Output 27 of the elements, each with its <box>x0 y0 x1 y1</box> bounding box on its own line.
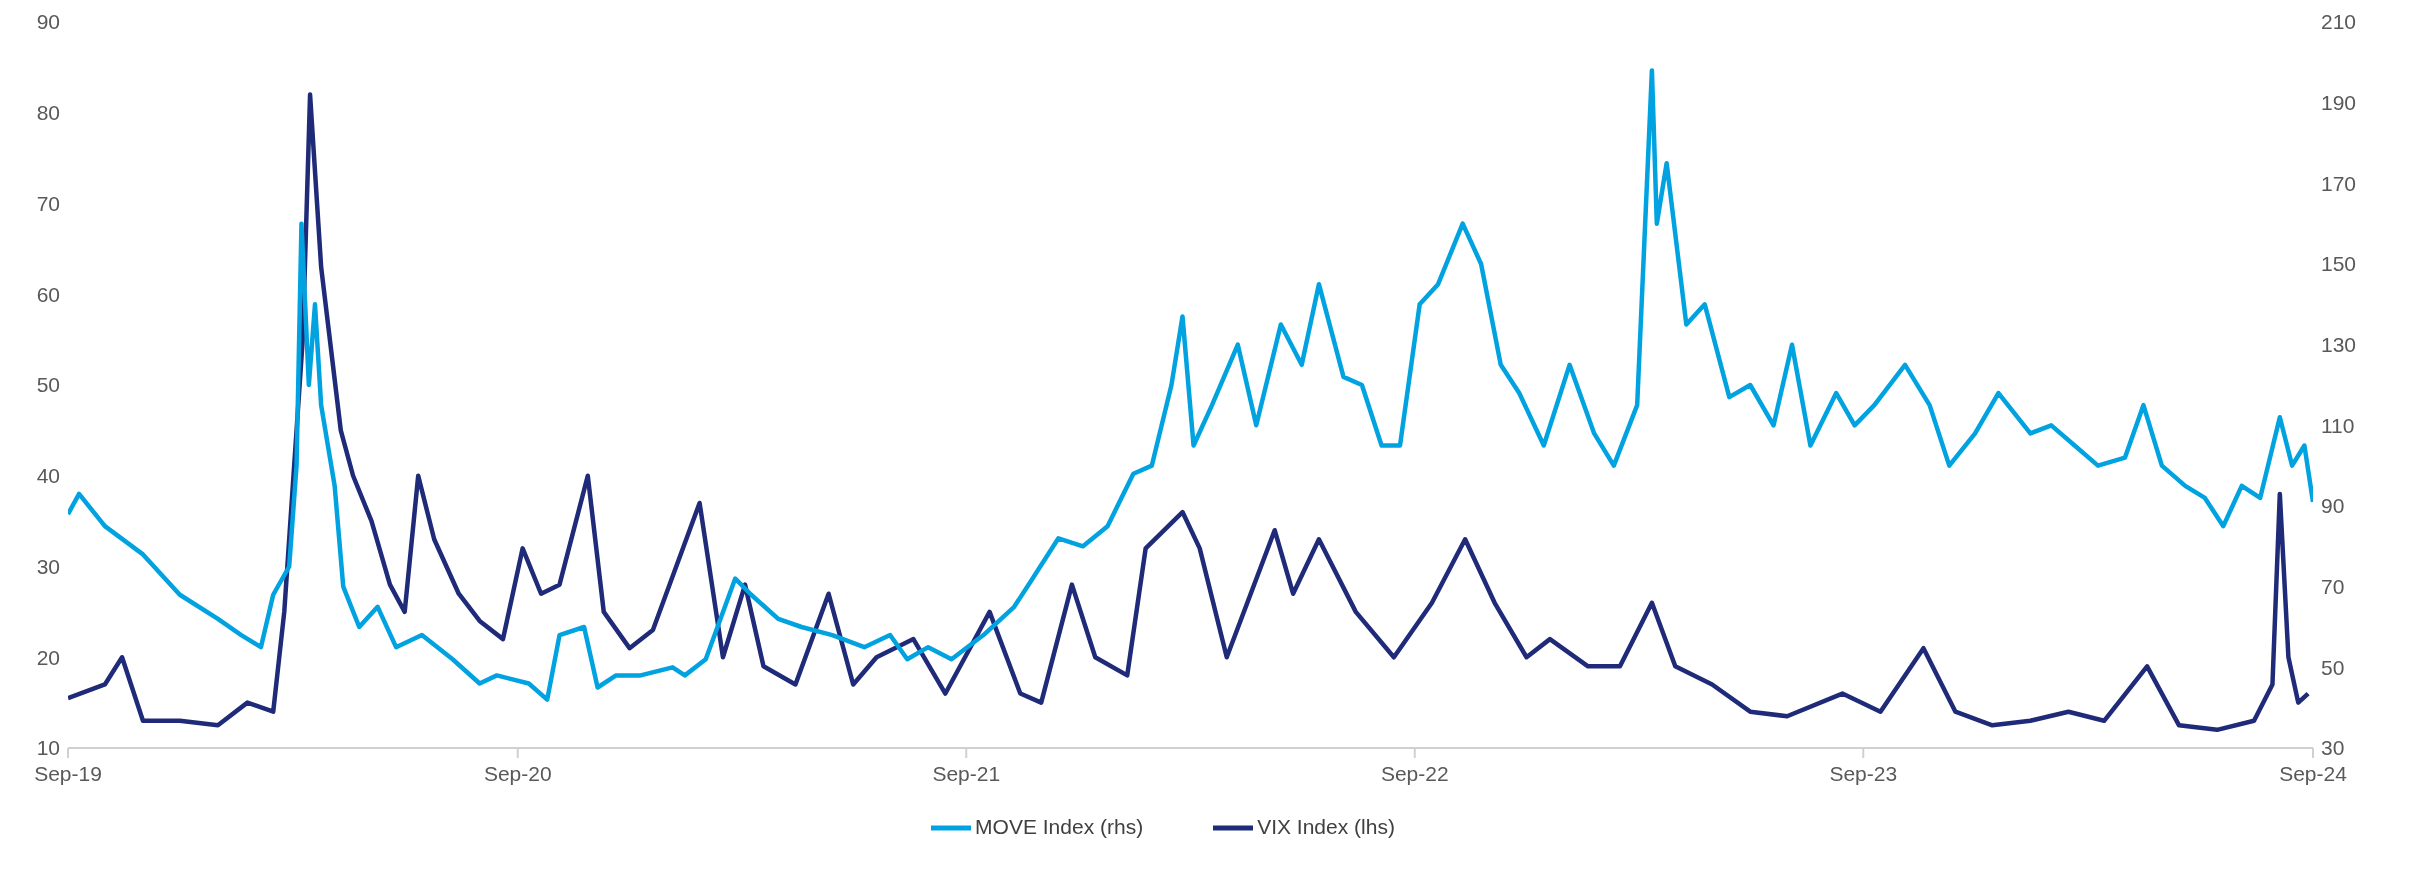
y-tick-label: 30 <box>36 554 60 578</box>
y2-tick-label: 150 <box>2321 252 2357 276</box>
y-tick-label: 90 <box>36 10 60 34</box>
y2-tick-label: 90 <box>2321 494 2345 518</box>
y2-tick-label: 130 <box>2321 333 2357 357</box>
y2-tick-label: 210 <box>2321 10 2357 34</box>
y-tick-label: 20 <box>36 645 60 669</box>
x-tick-label: Sep-20 <box>483 761 552 785</box>
x-tick-label: Sep-24 <box>2279 761 2348 785</box>
x-tick-label: Sep-19 <box>34 761 102 785</box>
y2-tick-label: 30 <box>2321 736 2345 760</box>
y2-tick-label: 50 <box>2321 655 2345 679</box>
y-tick-label: 60 <box>36 282 60 306</box>
x-tick-label: Sep-23 <box>1829 761 1898 785</box>
x-tick-label: Sep-22 <box>1380 761 1449 785</box>
y-tick-label: 70 <box>36 191 60 215</box>
legend-label: VIX Index (lhs) <box>1257 814 1395 838</box>
y2-tick-label: 110 <box>2321 413 2355 437</box>
y2-tick-label: 170 <box>2321 171 2357 195</box>
x-tick-label: Sep-21 <box>932 761 1001 785</box>
y-tick-label: 50 <box>36 373 60 397</box>
y2-tick-label: 190 <box>2321 91 2357 115</box>
y-tick-label: 80 <box>36 101 60 125</box>
y-tick-label: 10 <box>36 736 60 760</box>
y-tick-label: 40 <box>36 464 60 488</box>
legend-label: MOVE Index (rhs) <box>975 814 1144 838</box>
y2-tick-label: 70 <box>2321 575 2345 599</box>
